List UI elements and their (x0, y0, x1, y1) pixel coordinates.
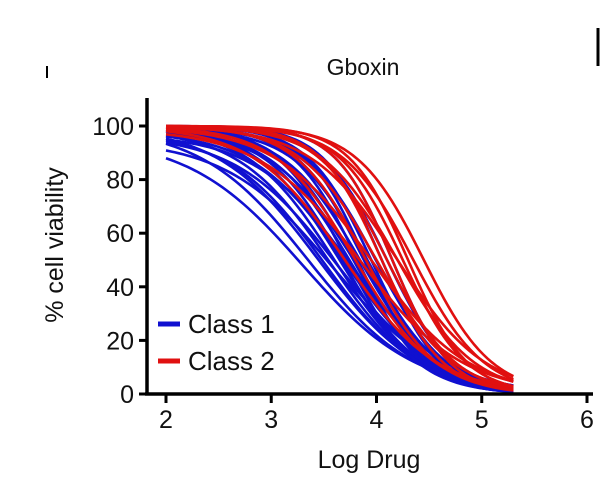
x-tick-label: 3 (264, 406, 278, 434)
class-2-curve-39 (165, 126, 514, 378)
y-axis-title: % cell viability (41, 167, 69, 323)
class-1-curve-23 (165, 156, 514, 389)
y-tick-label: 20 (106, 327, 134, 355)
x-axis-title: Log Drug (318, 446, 421, 474)
y-tick-label: 100 (92, 113, 134, 141)
chart-title: Gboxin (327, 54, 400, 80)
x-tick-label: 4 (370, 406, 384, 434)
class-2-curve-37 (165, 124, 514, 378)
class-2-curve-33 (165, 125, 514, 383)
x-tick-label: 5 (475, 406, 489, 434)
x-tick-label: 2 (159, 406, 173, 434)
class-2-curve-38 (165, 128, 514, 382)
legend: Class 1 Class 2 (158, 309, 275, 376)
y-tick-label: 40 (106, 274, 134, 302)
y-tick-label: 80 (106, 167, 134, 195)
legend-label-class-1: Class 1 (188, 309, 275, 339)
x-ticks-group: 2 3 4 5 6 (159, 394, 594, 434)
legend-label-class-2: Class 2 (188, 346, 275, 376)
class-2-curve-40 (165, 133, 514, 383)
curves-group (165, 124, 514, 394)
axes (145, 98, 593, 396)
y-tick-label: 0 (120, 381, 134, 409)
x-tick-label: 6 (580, 406, 594, 434)
y-ticks-group: 0 20 40 60 80 100 (92, 113, 147, 409)
y-tick-label: 60 (106, 220, 134, 248)
